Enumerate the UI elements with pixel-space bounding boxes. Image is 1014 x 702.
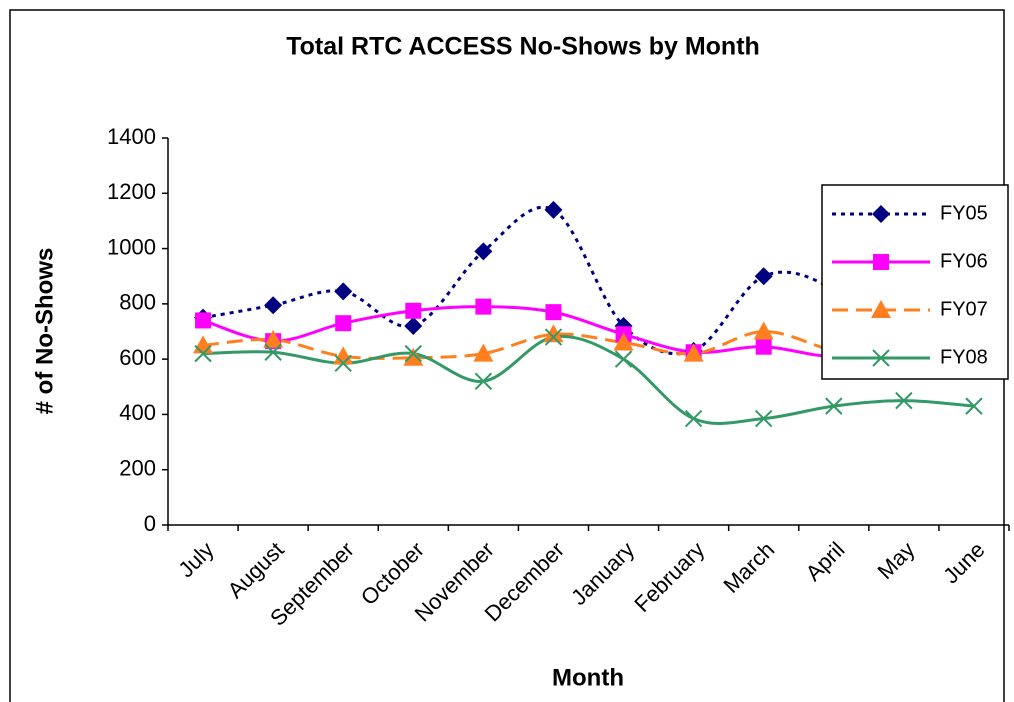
marker [334,282,353,301]
x-axis-title: Month [552,664,624,691]
x-tick-label: July [173,537,218,582]
y-axis-title: # of No-Shows [31,248,58,415]
x-tick-label: April [801,537,850,586]
x-tick-label: May [872,537,919,584]
marker [264,343,282,361]
marker [474,372,493,390]
marker [333,346,354,365]
marker [754,267,773,286]
marker [684,409,703,428]
x-tick-label: June [938,537,989,588]
marker [545,304,562,321]
legend-label: FY08 [940,346,988,368]
y-tick-label: 1400 [107,124,156,149]
y-tick-label: 1000 [107,234,156,259]
y-tick-label: 400 [119,400,156,425]
y-tick-label: 200 [119,456,156,481]
x-tick-label: February [629,537,709,617]
marker [683,343,704,362]
y-tick-label: 600 [119,345,156,370]
legend-label: FY05 [940,202,988,224]
y-tick-label: 0 [144,511,156,536]
marker [405,302,422,319]
marker [263,329,284,348]
y-tick-label: 1200 [107,179,156,204]
marker [755,409,773,428]
marker [194,344,212,363]
chart-title: Total RTC ACCESS No-Shows by Month [286,33,760,61]
marker [613,332,634,351]
marker [871,300,891,318]
marker [872,349,890,367]
marker [335,315,352,332]
legend-label: FY06 [940,250,988,272]
marker [195,312,212,329]
marker [404,344,422,363]
x-tick-label: August [223,537,289,603]
marker [475,298,492,315]
marker [755,338,772,355]
marker [264,296,283,315]
legend-label: FY07 [940,298,988,320]
x-tick-label: March [718,537,779,598]
marker [334,354,352,372]
marker [895,391,913,410]
marker [474,242,493,261]
marker [753,321,774,340]
marker [404,316,423,335]
marker [825,397,843,415]
marker [614,350,633,368]
marker [873,254,889,270]
marker [473,343,494,362]
marker [543,324,564,343]
y-tick-label: 800 [119,290,156,315]
marker [544,328,563,346]
marker [872,205,890,223]
marker [544,200,563,219]
legend-box [821,184,1009,380]
marker [403,347,424,366]
marker [965,397,983,415]
